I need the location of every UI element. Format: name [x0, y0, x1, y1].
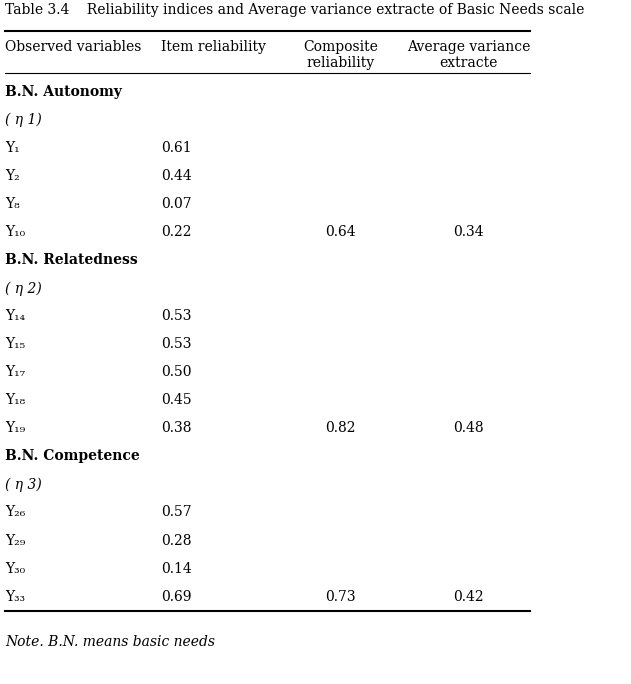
Text: 0.38: 0.38	[161, 421, 191, 435]
Text: B.N. Autonomy: B.N. Autonomy	[5, 85, 122, 98]
Text: 0.73: 0.73	[325, 590, 355, 603]
Text: Y₃₃: Y₃₃	[5, 590, 25, 603]
Text: 0.53: 0.53	[161, 309, 191, 323]
Text: Item reliability: Item reliability	[161, 40, 266, 53]
Text: Y₁: Y₁	[5, 141, 20, 155]
Text: 0.57: 0.57	[161, 505, 191, 519]
Text: 0.14: 0.14	[161, 562, 191, 575]
Text: 0.53: 0.53	[161, 337, 191, 351]
Text: 0.22: 0.22	[161, 225, 191, 239]
Text: 0.50: 0.50	[161, 365, 191, 379]
Text: Y₈: Y₈	[5, 197, 20, 211]
Text: Average variance
extracte: Average variance extracte	[407, 40, 531, 70]
Text: 0.42: 0.42	[454, 590, 484, 603]
Text: Composite
reliability: Composite reliability	[303, 40, 377, 70]
Text: Y₁₇: Y₁₇	[5, 365, 25, 379]
Text: 0.28: 0.28	[161, 534, 191, 547]
Text: 0.82: 0.82	[325, 421, 355, 435]
Text: Y₁₄: Y₁₄	[5, 309, 25, 323]
Text: 0.48: 0.48	[454, 421, 484, 435]
Text: Table 3.4    Reliability indices and Average variance extracte of Basic Needs sc: Table 3.4 Reliability indices and Averag…	[5, 3, 585, 17]
Text: Y₁₅: Y₁₅	[5, 337, 25, 351]
Text: ( η 2): ( η 2)	[5, 281, 42, 295]
Text: 0.07: 0.07	[161, 197, 191, 211]
Text: 0.34: 0.34	[454, 225, 484, 239]
Text: 0.64: 0.64	[325, 225, 355, 239]
Text: ( η 1): ( η 1)	[5, 113, 42, 127]
Text: 0.61: 0.61	[161, 141, 191, 155]
Text: Y₁₉: Y₁₉	[5, 421, 26, 435]
Text: Y₃₀: Y₃₀	[5, 562, 25, 575]
Text: ( η 3): ( η 3)	[5, 477, 42, 492]
Text: Observed variables: Observed variables	[5, 40, 142, 53]
Text: Y₁₀: Y₁₀	[5, 225, 25, 239]
Text: 0.44: 0.44	[161, 169, 191, 183]
Text: 0.69: 0.69	[161, 590, 191, 603]
Text: Y₂₉: Y₂₉	[5, 534, 26, 547]
Text: Note. B.N. means basic needs: Note. B.N. means basic needs	[5, 635, 215, 648]
Text: Y₂: Y₂	[5, 169, 20, 183]
Text: Y₁₈: Y₁₈	[5, 393, 25, 407]
Text: B.N. Competence: B.N. Competence	[5, 449, 140, 463]
Text: 0.45: 0.45	[161, 393, 191, 407]
Text: B.N. Relatedness: B.N. Relatedness	[5, 253, 138, 267]
Text: Y₂₆: Y₂₆	[5, 505, 26, 519]
